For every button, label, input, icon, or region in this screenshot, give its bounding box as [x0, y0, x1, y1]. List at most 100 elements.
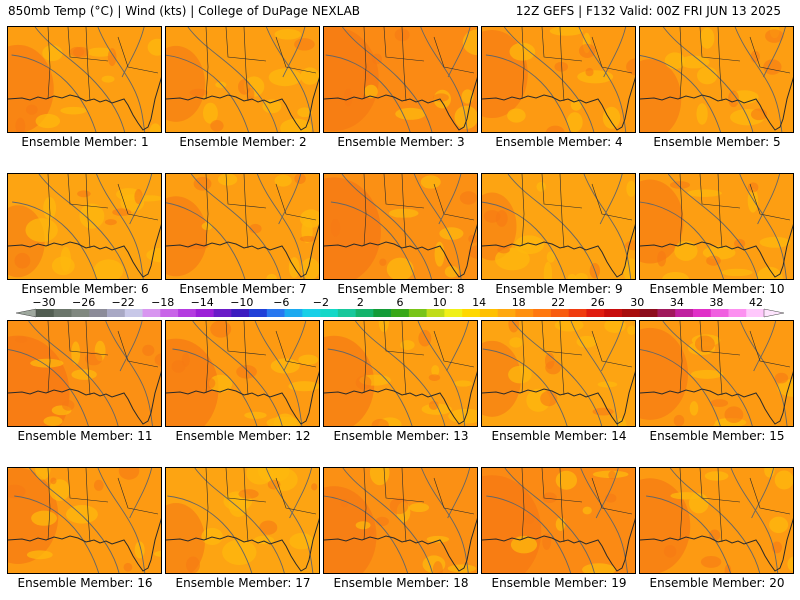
state-border [67, 468, 109, 503]
temperature-colorbar: −30 −26 −22 −18 −14 −10 −6 −2 2 6 10 14 18 22 26 30 34 38… [15, 298, 785, 318]
cool-patch [759, 236, 791, 248]
warm-patch [626, 58, 635, 76]
state-border [47, 321, 51, 394]
height-contour [289, 468, 313, 519]
state-border [205, 27, 209, 100]
coastline [482, 223, 635, 278]
warm-patch [774, 372, 789, 384]
state-border [225, 174, 267, 209]
cool-patch [662, 272, 690, 279]
state-border [559, 321, 565, 396]
temperature-field [324, 321, 477, 426]
state-border [275, 330, 317, 368]
warm-patch [585, 67, 594, 77]
colorbar-tick-label: 42 [749, 298, 763, 309]
temperature-field [166, 174, 319, 279]
height-contour [11, 54, 97, 132]
height-contour [187, 27, 278, 132]
colorbar-segment [355, 309, 374, 317]
warm-patch [468, 234, 477, 244]
height-contour [29, 468, 120, 573]
state-border [47, 27, 51, 100]
cool-patch [65, 505, 98, 524]
warm-patch [142, 344, 155, 357]
warm-patch [545, 125, 565, 132]
height-contour [38, 174, 129, 279]
colorbar-segment [231, 309, 250, 317]
ensemble-member-map [323, 26, 478, 133]
height-contour [96, 174, 144, 279]
coastline [482, 517, 635, 572]
map-title: 850mb Temp (°C) | Wind (kts) | College o… [8, 4, 361, 18]
state-border [541, 468, 583, 503]
warm-anomaly-area [166, 196, 208, 277]
state-border [275, 36, 317, 74]
cool-patch [274, 29, 302, 40]
warm-patch [375, 516, 389, 527]
colorbar-tick-label: −6 [273, 298, 289, 309]
warm-anomaly-area [166, 503, 205, 573]
ensemble-member-map [165, 26, 320, 133]
state-border [401, 174, 407, 249]
temperature-field [8, 27, 161, 132]
warm-patch [50, 477, 57, 485]
warm-patch [418, 329, 432, 347]
state-border [717, 321, 723, 396]
colorbar-segment [89, 309, 108, 317]
colorbar-tick-label: 18 [512, 298, 526, 309]
state-border [699, 321, 741, 356]
height-contour [420, 27, 468, 132]
state-border [205, 468, 209, 541]
ensemble-member-label: Ensemble Member: 12 [175, 429, 311, 443]
temperature-field [8, 321, 161, 426]
warm-patch [371, 418, 389, 426]
warm-anomaly-area [640, 478, 691, 573]
coastline [8, 370, 161, 425]
colorbar-tick-label: −26 [72, 298, 95, 309]
coastline [640, 370, 793, 425]
colorbar-segment [568, 309, 587, 317]
height-contour [447, 468, 471, 519]
height-contour [603, 27, 627, 78]
colorbar-segment [284, 309, 303, 317]
cool-patch [510, 535, 538, 554]
warm-anomaly-area [8, 335, 70, 426]
height-contour [34, 27, 126, 132]
warm-patch [368, 527, 375, 536]
cool-patch [420, 175, 441, 189]
ensemble-member-map [323, 320, 478, 427]
cool-patch [566, 112, 583, 132]
warm-patch [85, 352, 103, 366]
cool-patch [582, 563, 616, 573]
ensemble-member-map [639, 26, 794, 133]
cool-patch [447, 564, 477, 573]
ensemble-member-label: Ensemble Member: 10 [649, 282, 785, 296]
cool-patch [434, 241, 445, 267]
cool-patch [244, 411, 267, 419]
height-contour [278, 174, 302, 225]
state-border [383, 174, 425, 209]
height-contour [570, 321, 619, 426]
cool-patch [297, 107, 312, 118]
ensemble-member-map [7, 320, 162, 427]
state-border [679, 174, 683, 247]
height-contour [14, 495, 100, 573]
state-border [401, 321, 407, 396]
ensemble-member-map [7, 467, 162, 574]
ensemble-member-label: Ensemble Member: 3 [337, 135, 465, 149]
height-contour [324, 495, 409, 573]
state-border [699, 468, 741, 503]
colorbar-segment [657, 309, 676, 317]
colorbar-segment [479, 309, 498, 317]
height-contour [254, 321, 303, 426]
height-contour [730, 468, 779, 573]
cool-patch [555, 517, 566, 532]
warm-patch [497, 246, 510, 254]
cool-patch [626, 180, 635, 197]
height-contour [662, 321, 753, 426]
colorbar-segment [710, 309, 729, 317]
state-border [117, 330, 159, 368]
warm-patch [763, 59, 782, 75]
state-border [47, 468, 51, 541]
ensemble-member-label: Ensemble Member: 14 [491, 429, 627, 443]
